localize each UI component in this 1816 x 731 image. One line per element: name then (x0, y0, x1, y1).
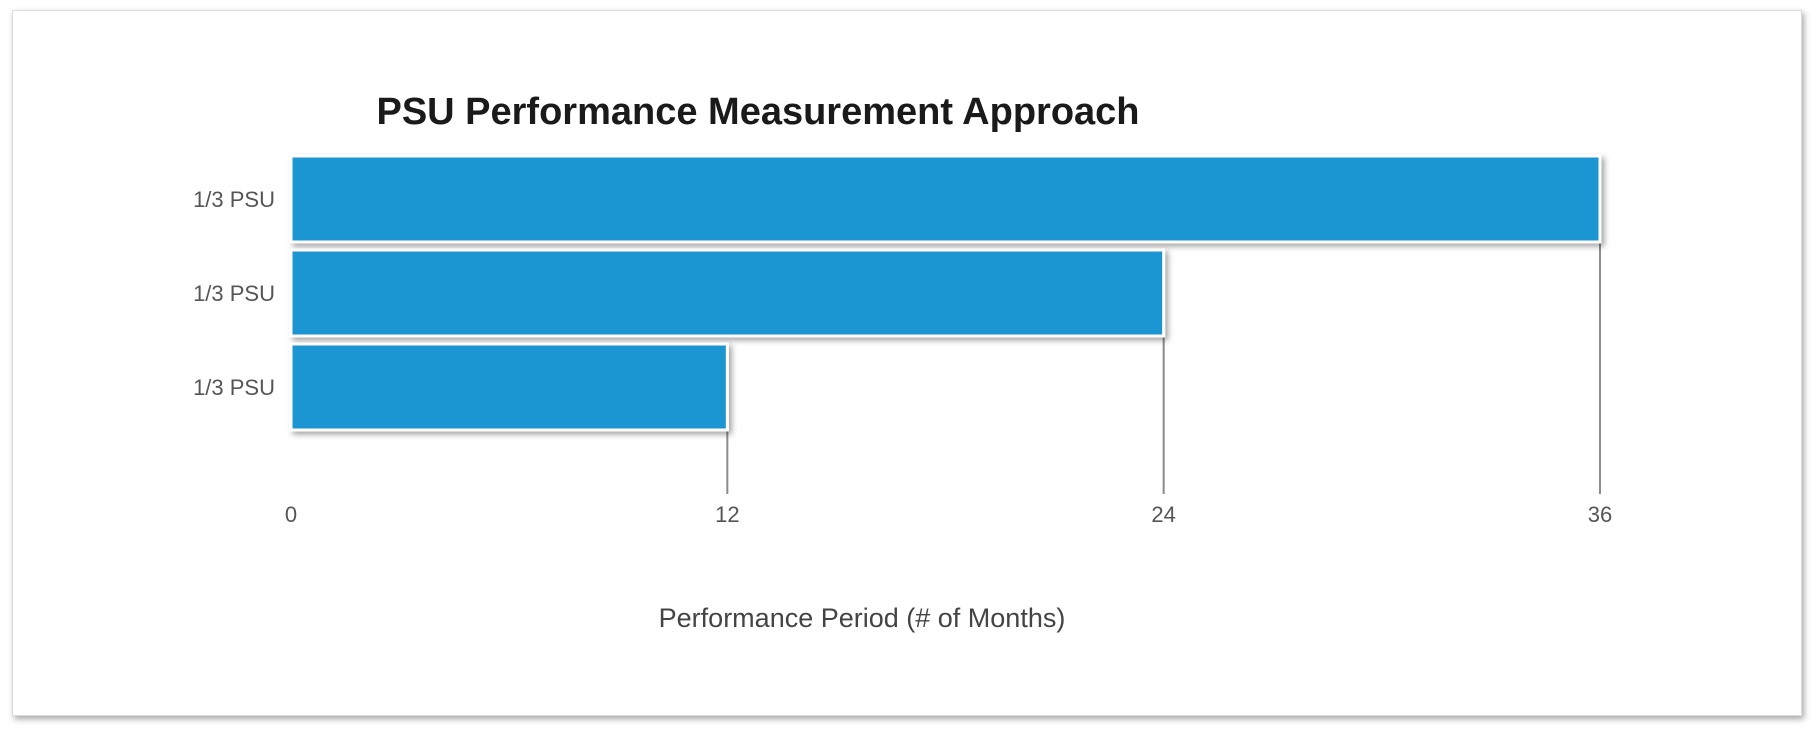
bar (289, 248, 1166, 338)
bar (289, 342, 729, 432)
x-axis-title: Performance Period (# of Months) (659, 603, 1066, 633)
x-tick-label: 0 (285, 502, 297, 527)
x-tick-labels: 0 12 24 36 (285, 502, 1612, 527)
category-labels: 1/3 PSU 1/3 PSU 1/3 PSU (193, 187, 275, 400)
bars (289, 154, 1602, 432)
chart-title: PSU Performance Measurement Approach (376, 91, 1140, 133)
category-label: 1/3 PSU (193, 281, 275, 306)
x-tick-label: 24 (1151, 502, 1175, 527)
bar (289, 154, 1602, 244)
category-label: 1/3 PSU (193, 187, 275, 212)
x-tick-label: 12 (715, 502, 739, 527)
category-label: 1/3 PSU (193, 375, 275, 400)
tick-lines (726, 242, 1601, 494)
x-tick-label: 36 (1588, 502, 1612, 527)
